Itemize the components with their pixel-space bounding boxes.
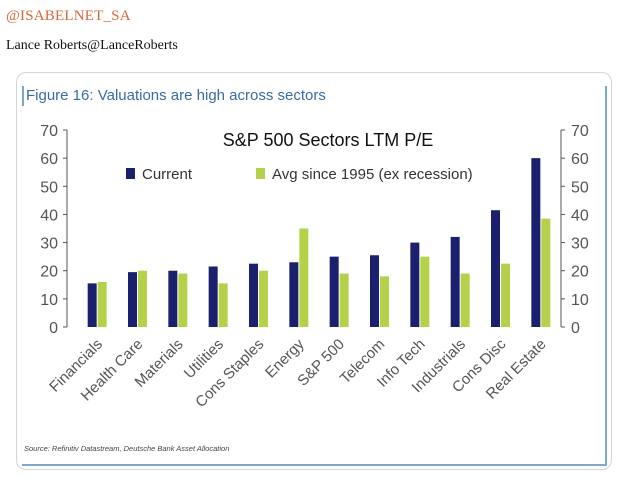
bar-current-industrials [450,236,460,327]
y-tick-label-left: 10 [40,292,58,309]
bar-avg-s-p-500 [339,273,349,327]
bar-current-cons-disc [491,210,500,327]
figure-accent-bar [22,86,24,106]
bar-avg-financials [97,281,107,327]
author-name: Lance Roberts@LanceRoberts [6,38,178,53]
y-tick-label-right: 20 [571,264,589,281]
chart-legend: Current Avg since 1995 (ex recession) [126,166,473,183]
tweet-card[interactable] [16,72,612,470]
bar-avg-telecom [380,276,389,327]
bar-current-health-care [128,272,137,327]
legend-label: Avg since 1995 (ex recession) [272,166,473,183]
bar-avg-cons-staples [259,270,268,327]
y-tick-label-right: 30 [571,236,589,253]
y-tick-label-right: 50 [571,179,589,196]
bar-current-materials [168,270,178,327]
legend-swatch [256,168,265,179]
bar-avg-info-tech [420,256,430,327]
bar-current-cons-staples [249,263,258,327]
y-axis-left: 0 10 20 30 40 50 60 70 [40,123,68,337]
y-tick-label-left: 40 [40,207,58,224]
bar-current-s-p-500 [329,256,339,327]
bar-avg-health-care [138,270,147,327]
y-tick-label-right: 60 [571,151,589,168]
bar-current-info-tech [410,242,420,327]
figure-border-bottom [22,464,607,466]
y-tick-label-left: 20 [40,264,58,281]
bar-current-energy [289,262,299,327]
bar-current-utilities [208,266,218,327]
y-tick-label-left: 30 [40,236,58,253]
bar-avg-energy [299,228,309,327]
figure-label: Figure 16: Valuations are high across se… [26,87,326,104]
bar-current-telecom [370,255,379,327]
y-tick-label-right: 0 [571,320,580,337]
figure-border-right [605,86,607,466]
bar-avg-materials [178,273,188,327]
bar-avg-cons-disc [501,263,510,327]
y-tick-label-left: 70 [40,123,58,140]
y-tick-label-right: 70 [571,123,589,140]
chart-title: S&P 500 Sectors LTM P/E [223,130,433,150]
y-tick-label-left: 60 [40,151,58,168]
y-tick-label-left: 50 [40,179,58,196]
y-tick-label-right: 10 [571,292,589,309]
bar-current-financials [87,283,97,327]
bar-current-real-estate [531,158,541,327]
y-tick-label-right: 40 [571,207,589,224]
y-tick-label-left: 0 [49,320,58,337]
bar-avg-real-estate [541,218,551,327]
bar-avg-utilities [218,283,228,327]
legend-label: Current [142,166,193,183]
bar-series [87,158,551,327]
bar-avg-industrials [460,273,470,327]
source-note: Source: Refinitiv Datastream, Deutsche B… [24,444,230,453]
legend-swatch [126,168,135,179]
twitter-handle[interactable]: @ISABELNET_SA [6,8,131,24]
y-axis-right: 0 10 20 30 40 50 60 70 [560,123,589,337]
